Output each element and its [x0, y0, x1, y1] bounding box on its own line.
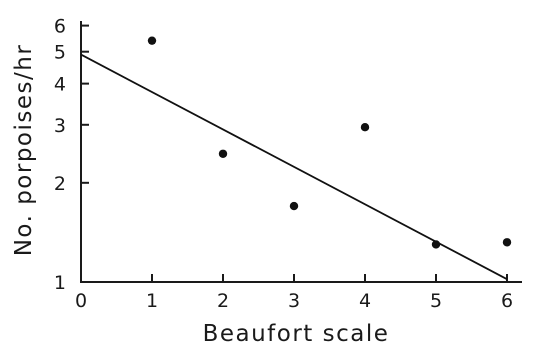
fit-line-group — [80, 53, 508, 280]
data-point — [360, 122, 370, 132]
y-tick-label: 1 — [54, 272, 66, 294]
x-tick-label: 4 — [359, 290, 371, 312]
x-axis-title: Beaufort scale — [203, 321, 390, 347]
x-tick-label: 2 — [217, 290, 229, 312]
data-point — [147, 36, 157, 45]
x-ticks: 0 1 2 3 4 5 6 — [75, 274, 513, 312]
fit-line — [80, 53, 508, 280]
axis-frame — [80, 21, 522, 283]
x-tick-label: 5 — [430, 290, 442, 312]
data-point — [502, 238, 512, 247]
data-point — [218, 149, 228, 158]
y-tick-label: 5 — [54, 42, 66, 64]
y-axis-title: No. porpoises/hr — [11, 44, 37, 257]
y-tick-label: 3 — [54, 115, 66, 137]
y-ticks: 1 2 3 4 5 6 — [54, 16, 89, 294]
y-tick-label: 6 — [54, 16, 66, 38]
x-tick-label: 6 — [501, 290, 513, 312]
data-point — [289, 201, 299, 211]
y-tick-label: 4 — [54, 74, 66, 96]
x-tick-label: 1 — [146, 290, 158, 312]
axes — [80, 21, 522, 283]
x-tick-label: 3 — [288, 290, 300, 312]
y-tick-label: 2 — [54, 173, 66, 195]
x-tick-label: 0 — [75, 290, 87, 312]
data-point — [431, 240, 441, 249]
data-points — [147, 36, 512, 249]
